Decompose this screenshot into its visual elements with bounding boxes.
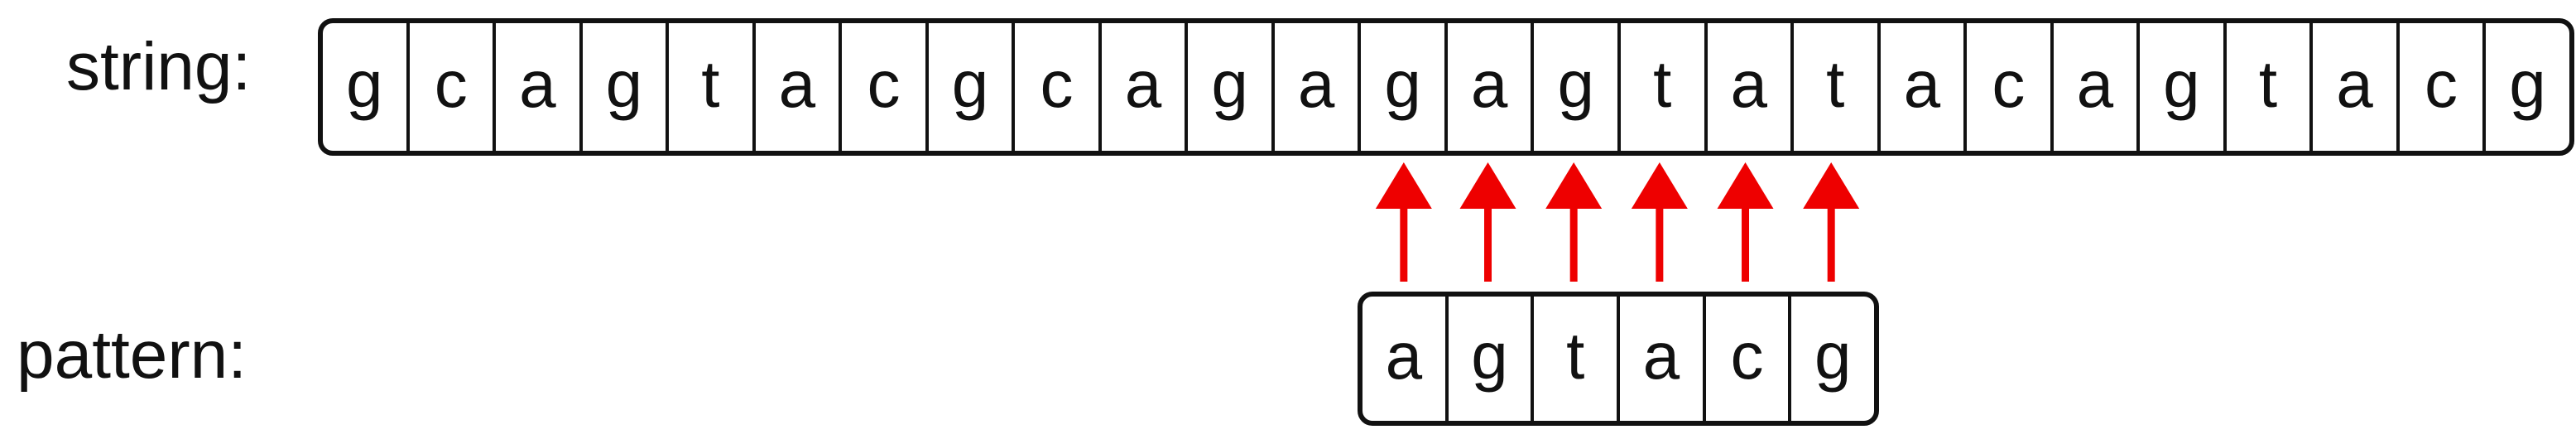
match-arrow-3	[1631, 162, 1688, 282]
match-arrow-head	[1717, 162, 1774, 209]
match-arrow-head	[1375, 162, 1432, 209]
string-cell-7: g	[925, 23, 1012, 151]
string-cell-22: t	[2223, 23, 2310, 151]
string-cell-3: g	[579, 23, 666, 151]
pattern-cell-5: g	[1788, 297, 1874, 421]
string-cell-16: a	[1704, 23, 1791, 151]
match-arrow-2	[1545, 162, 1603, 282]
string-cell-4: t	[666, 23, 752, 151]
match-arrow-head	[1631, 162, 1688, 209]
string-cell-25: g	[2482, 23, 2569, 151]
string-cell-9: a	[1098, 23, 1185, 151]
pattern-label: pattern:	[17, 317, 248, 393]
string-cell-10: g	[1185, 23, 1271, 151]
pattern-cell-2: t	[1531, 297, 1617, 421]
string-cell-21: g	[2136, 23, 2223, 151]
string-cell-11: a	[1271, 23, 1358, 151]
string-cell-2: a	[493, 23, 579, 151]
string-cell-17: t	[1790, 23, 1877, 151]
string-cell-14: g	[1531, 23, 1617, 151]
string-cell-20: a	[2050, 23, 2137, 151]
string-cell-0: g	[346, 47, 383, 121]
match-arrow-5	[1803, 162, 1860, 282]
match-arrow-1	[1459, 162, 1516, 282]
match-arrow-head	[1803, 162, 1860, 209]
string-cell-12: g	[1358, 23, 1444, 151]
string-cell-23: a	[2309, 23, 2396, 151]
string-cell-24: c	[2396, 23, 2483, 151]
string-cell-13: a	[1444, 23, 1531, 151]
pattern-cell-3: a	[1617, 297, 1703, 421]
string-cell-18: a	[1877, 23, 1964, 151]
string-cell-19: c	[1963, 23, 2050, 151]
string-cell-6: c	[839, 23, 925, 151]
string-cell-8: c	[1012, 23, 1098, 151]
string-label: string:	[66, 29, 252, 104]
match-arrow-4	[1717, 162, 1774, 282]
match-arrow-head	[1459, 162, 1516, 209]
pattern-cell-1: g	[1444, 297, 1531, 421]
pattern-cell-4: c	[1702, 297, 1789, 421]
match-arrow-head	[1545, 162, 1603, 209]
match-arrow-0	[1375, 162, 1432, 282]
pattern-cell-0: a	[1385, 319, 1423, 393]
string-cell-15: t	[1617, 23, 1704, 151]
string-cell-5: a	[752, 23, 839, 151]
string-cell-1: c	[406, 23, 493, 151]
